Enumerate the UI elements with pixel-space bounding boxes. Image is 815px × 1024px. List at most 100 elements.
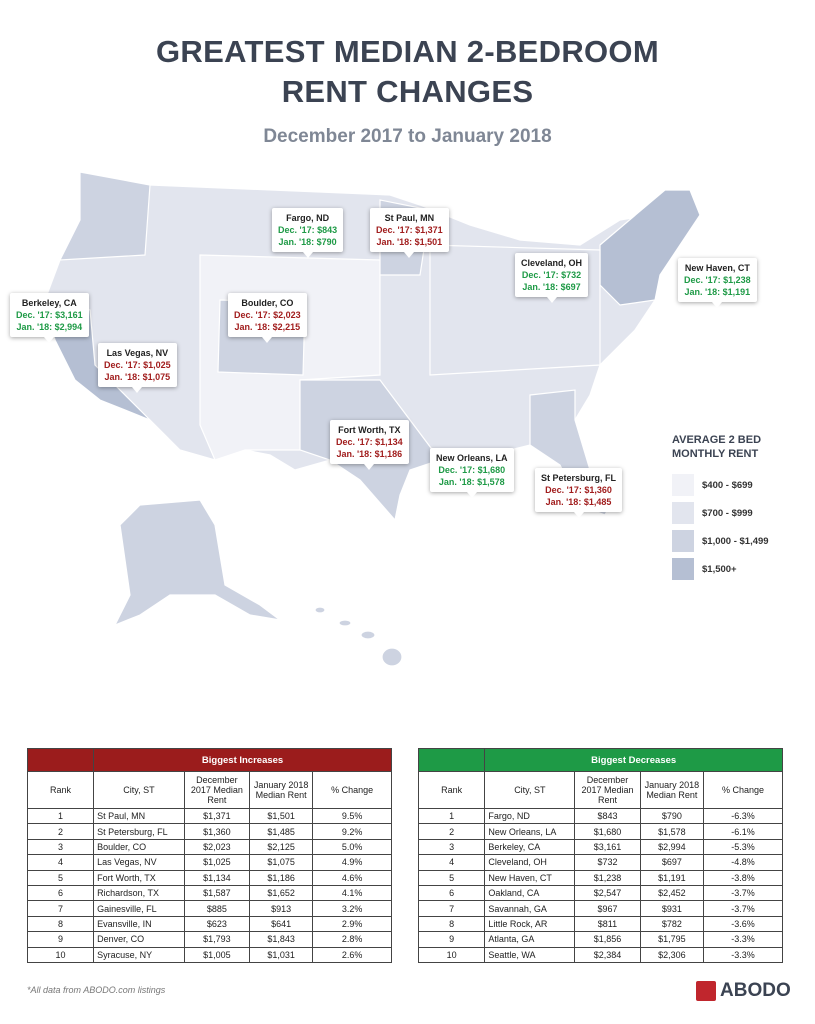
- callout-jan: Jan. '18: $1,191: [684, 287, 751, 297]
- callout-city: Fargo, ND: [286, 213, 330, 223]
- table-cell: 1: [417, 807, 486, 825]
- table-cell: $1,652: [248, 884, 314, 902]
- callout-jan: Jan. '18: $2,215: [234, 322, 301, 332]
- table-cell: 2.6%: [312, 946, 392, 963]
- table-cell: $2,547: [574, 884, 641, 902]
- legend-item: $1,500+: [672, 555, 792, 583]
- title: RENT CHANGES: [281, 74, 534, 109]
- table-cell: $967: [574, 900, 641, 917]
- table-cell: Boulder, CO: [93, 838, 185, 856]
- table-cell: 4.9%: [312, 854, 392, 871]
- table-cell: 5: [26, 869, 95, 886]
- table-cell: $1,186: [248, 869, 314, 886]
- table-cell: $2,384: [574, 946, 641, 963]
- column-header: January 2018 Median Rent: [248, 771, 314, 809]
- table-cell: Savannah, GA: [484, 900, 576, 917]
- table-cell: $2,994: [639, 838, 705, 856]
- northeast: [599, 189, 701, 306]
- callout-dec: Dec. '17: $2,023: [234, 310, 301, 320]
- table-cell: $732: [574, 854, 641, 871]
- table-header-blank: [417, 748, 486, 772]
- callout-jan: Jan. '18: $1,501: [376, 237, 443, 247]
- table-row: 7 Gainesville, FL $885 $913 3.2%: [26, 900, 392, 917]
- table-cell: $1,501: [248, 807, 314, 825]
- table-cell: 3: [26, 838, 95, 856]
- column-header: Rank: [26, 771, 95, 809]
- callout-jan: Jan. '18: $1,485: [545, 497, 612, 507]
- callout-city: St Paul, MN: [384, 213, 435, 223]
- callout: St Paul, MN Dec. '17: $1,371 Jan. '18: $1,…: [370, 208, 449, 258]
- callout: Berkeley, CA Dec. '17: $3,161 Jan. '18: $2…: [10, 293, 89, 343]
- table-cell: 8: [417, 915, 486, 933]
- table-cell: 6: [417, 884, 486, 902]
- callout-city: Cleveland, OH: [521, 258, 583, 268]
- table-cell: 1: [26, 807, 95, 825]
- callout-city: Las Vegas, NV: [106, 348, 169, 358]
- legend-items: $400 - $699 $700 - $999 $1,000 - $1,499 $1,…: [672, 471, 792, 583]
- table-row: 9 Atlanta, GA $1,856 $1,795 -3.3%: [417, 931, 783, 948]
- table-cell: $1,360: [183, 823, 250, 840]
- table-cell: $913: [248, 900, 314, 917]
- callout: Boulder, CO Dec. '17: $2,023 Jan. '18: $2,…: [228, 293, 307, 343]
- table-cell: 2: [26, 823, 95, 840]
- table-cell: $885: [183, 900, 250, 917]
- callout-dec: Dec. '17: $1,371: [376, 225, 443, 235]
- table-cell: -3.7%: [703, 900, 783, 917]
- table-cell: $1,795: [639, 931, 705, 948]
- hawaii: [381, 647, 403, 667]
- table-cell: 4.1%: [312, 884, 392, 902]
- table-cell: 2: [417, 823, 486, 840]
- table-cell: Little Rock, AR: [484, 915, 576, 933]
- table-cell: 9.2%: [312, 823, 392, 840]
- callout: St Petersburg, FL Dec. '17: $1,360 Jan. '1…: [535, 468, 623, 518]
- table-cell: -3.8%: [703, 869, 783, 886]
- column-header: City, ST: [93, 771, 185, 809]
- column-header: Rank: [417, 771, 486, 809]
- table-cell: $1,485: [248, 823, 314, 840]
- table-cell: $3,161: [574, 838, 641, 856]
- callout-dec: Dec. '17: $1,238: [684, 275, 751, 285]
- table-row: 5 New Haven, CT $1,238 $1,191 -3.8%: [417, 869, 783, 886]
- callout-dec: Dec. '17: $843: [278, 225, 338, 235]
- table-cell: $1,075: [248, 854, 314, 871]
- table-cell: Gainesville, FL: [93, 900, 185, 917]
- table-cell: $1,793: [183, 931, 250, 948]
- table-cell: $1,025: [183, 854, 250, 871]
- table-cell: Seattle, WA: [484, 946, 576, 963]
- callout-jan: Jan. '18: $2,994: [16, 322, 83, 332]
- callout: Fort Worth, TX Dec. '17: $1,134 Jan. '18: …: [330, 420, 409, 470]
- callout-city: St Petersburg, FL: [541, 473, 617, 483]
- table-cell: $1,191: [639, 869, 705, 886]
- table-row: 4 Las Vegas, NV $1,025 $1,075 4.9%: [26, 854, 392, 871]
- table-cell: $2,125: [248, 838, 314, 856]
- logo-icon: [696, 981, 716, 1001]
- table-cell: Denver, CO: [93, 931, 185, 948]
- table-cell: 8: [26, 915, 95, 933]
- table-cell: 5: [417, 869, 486, 886]
- legend-swatch: [672, 530, 694, 552]
- table-cell: Atlanta, GA: [484, 931, 576, 948]
- table-cell: St Paul, MN: [93, 807, 185, 825]
- hawaii: [360, 630, 376, 640]
- table-cell: $1,680: [574, 823, 641, 840]
- callout-dec: Dec. '17: $732: [521, 270, 582, 280]
- table-cell: 6: [26, 884, 95, 902]
- column-header: December 2017 Median Rent: [574, 771, 641, 809]
- table-cell: 9.5%: [312, 807, 392, 825]
- table-cell: $1,587: [183, 884, 250, 902]
- table-cell: 10: [417, 946, 486, 963]
- legend-item: $1,000 - $1,499: [672, 527, 792, 555]
- table-title-row: Biggest Decreases: [417, 748, 783, 772]
- table-cell: -4.8%: [703, 854, 783, 871]
- table-header-blank: [26, 748, 95, 772]
- callout-jan: Jan. '18: $697: [522, 282, 581, 292]
- table-cell: 4: [417, 854, 486, 871]
- table-cell: Richardson, TX: [93, 884, 185, 902]
- table-cell: $790: [639, 807, 705, 825]
- callout-dec: Dec. '17: $1,025: [104, 360, 171, 370]
- legend-item: $700 - $999: [672, 499, 792, 527]
- callout: New Orleans, LA Dec. '17: $1,680 Jan. '18:…: [430, 448, 514, 498]
- column-header: City, ST: [484, 771, 576, 809]
- table-row: 8 Little Rock, AR $811 $782 -3.6%: [417, 915, 783, 933]
